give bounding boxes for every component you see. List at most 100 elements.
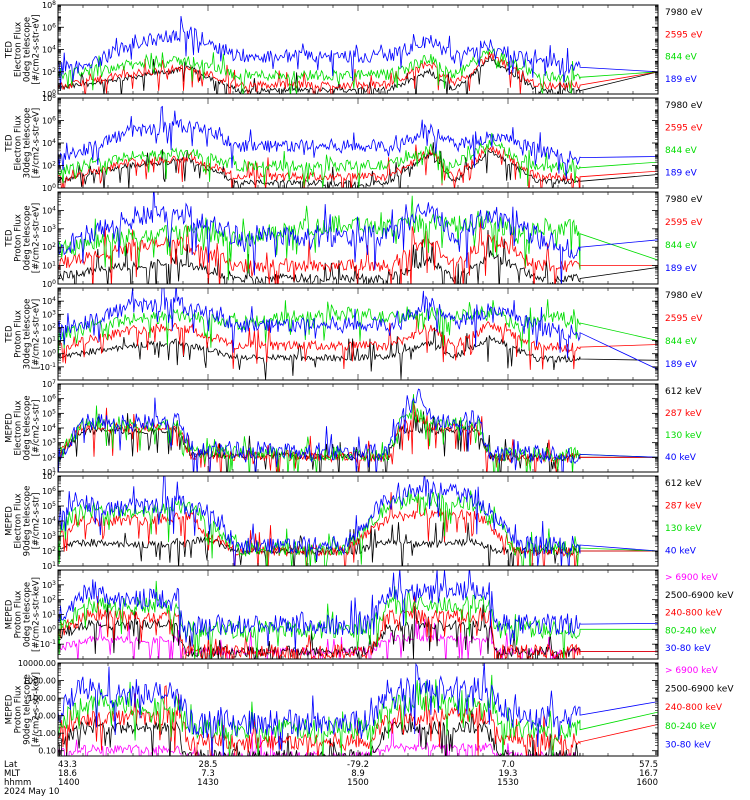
series-line [58, 288, 658, 370]
y-tick-label: 100 [42, 279, 56, 289]
y-tick-label: 102 [42, 595, 56, 605]
panel-frame [57, 662, 659, 757]
panel-frame [57, 191, 659, 285]
series-line [58, 15, 658, 90]
y-tick-label: 100 [42, 624, 56, 634]
y-axis-label: MEPEDElectron Flux0deg telescope[#/cm2-s… [5, 395, 42, 460]
x-axis-value: 7.3 [201, 769, 215, 779]
x-axis-value: 8.9 [351, 769, 365, 779]
y-tick-label: 10-1 [40, 639, 56, 649]
y-tick-label: 105 [42, 501, 56, 511]
legend-entry: 2595 eV [665, 218, 703, 228]
y-tick-label: 102 [42, 67, 56, 77]
series-line [58, 142, 658, 188]
date-label: 2024 May 10 [4, 787, 59, 797]
legend-entry: 612 keV [665, 387, 702, 397]
y-tick-label: 106 [42, 394, 56, 404]
legend-entry: 7980 eV [665, 291, 703, 301]
y-tick-label: 106 [42, 486, 56, 496]
y-tick-label: 100.00 [28, 694, 56, 703]
legend-entry: 189 eV [665, 360, 698, 370]
y-tick-label: 10-1 [40, 362, 56, 372]
legend-entry: 130 keV [665, 431, 702, 441]
series-line [58, 105, 658, 180]
y-tick-label: 108 [42, 0, 56, 10]
legend-entry: 287 keV [665, 502, 702, 512]
y-axis-label: TEDProton Flux30deg telescope[#/cm2-s-st… [5, 299, 42, 370]
legend-entry: > 6900 keV [665, 666, 719, 676]
legend-entry: 844 eV [665, 146, 698, 156]
legend-entry: 40 keV [665, 547, 697, 557]
series-line [58, 229, 658, 284]
y-tick-label: 103 [42, 531, 56, 541]
x-axis-value: 1600 [636, 778, 658, 788]
y-axis-label: MEPEDProton Flux90deg telescope[#/cm2-s-… [5, 672, 42, 747]
legend-entry: 612 keV [665, 479, 702, 489]
legend-entry: 2595 eV [665, 314, 703, 324]
y-tick-label: 102 [42, 452, 56, 462]
y-tick-label: 104 [42, 296, 56, 306]
x-axis-value: 7.0 [501, 760, 515, 770]
y-tick-label: 100 [42, 89, 56, 99]
legend-entry: 287 keV [665, 409, 702, 419]
y-tick-label: 104 [42, 205, 56, 215]
y-tick-label: 102 [42, 546, 56, 556]
y-tick-label: 104 [42, 423, 56, 433]
x-axis-value: -79.2 [347, 760, 369, 770]
y-tick-label: 107 [42, 379, 56, 389]
legend-entry: 2595 eV [665, 124, 703, 134]
legend-entry: 30-80 keV [665, 644, 711, 654]
y-tick-label: 102 [42, 242, 56, 252]
y-tick-label: 101 [42, 261, 56, 271]
y-tick-label: 102 [42, 161, 56, 171]
series-line [58, 580, 658, 659]
y-tick-label: 101 [42, 561, 56, 571]
y-tick-label: 1000.00 [23, 677, 56, 686]
series-line [58, 195, 658, 281]
y-tick-label: 106 [42, 116, 56, 126]
y-tick-label: 102 [42, 322, 56, 332]
y-tick-label: 104 [42, 138, 56, 148]
y-axis-label: MEPEDProton Flux0deg telescope[#/cm2-s-s… [5, 577, 42, 652]
series-line [58, 663, 658, 756]
series-line [58, 192, 658, 284]
y-tick-label: 1.00 [38, 729, 56, 738]
series-line [58, 719, 658, 756]
y-tick-label: 103 [42, 438, 56, 448]
series-line [58, 314, 658, 370]
series-line [58, 327, 658, 380]
legend-entry: 80-240 keV [665, 722, 717, 732]
series-line [58, 476, 658, 566]
legend-entry: 7980 eV [665, 101, 703, 111]
legend-entry: 189 eV [665, 75, 698, 85]
y-axis-label: TEDElectron Flux30deg telescope[#/cm2-s-… [5, 108, 42, 179]
legend-entry: 844 eV [665, 53, 698, 63]
legend-entry: 240-800 keV [665, 703, 723, 713]
y-tick-label: 0.10 [38, 747, 56, 756]
legend-entry: 30-80 keV [665, 740, 711, 750]
series-line [58, 618, 658, 659]
legend-entry: 7980 eV [665, 8, 703, 18]
legend-entry: 7980 eV [665, 195, 703, 205]
x-axis-value: 19.3 [499, 769, 518, 779]
x-axis-value: 28.5 [199, 760, 218, 770]
x-axis-value: 1430 [197, 778, 219, 788]
legend-entry: 844 eV [665, 337, 698, 347]
y-tick-label: 103 [42, 224, 56, 234]
y-axis-label: TEDProton Flux0deg telescope[#/cm2-s-str… [5, 203, 42, 273]
x-axis-annotation: Lat 43.3 28.5 -79.2 7.0 57.5 MLT 18.6 7.3 8.9 19.3… [4, 760, 658, 797]
series-line [58, 218, 658, 284]
series-line [58, 489, 658, 566]
y-tick-label: 10000.00 [18, 659, 56, 668]
x-axis-row-name: hhmm [4, 778, 31, 788]
y-tick-label: 101 [42, 467, 56, 477]
x-axis-value: 57.5 [639, 760, 658, 770]
y-tick-label: 101 [42, 610, 56, 620]
y-tick-label: 103 [42, 309, 56, 319]
